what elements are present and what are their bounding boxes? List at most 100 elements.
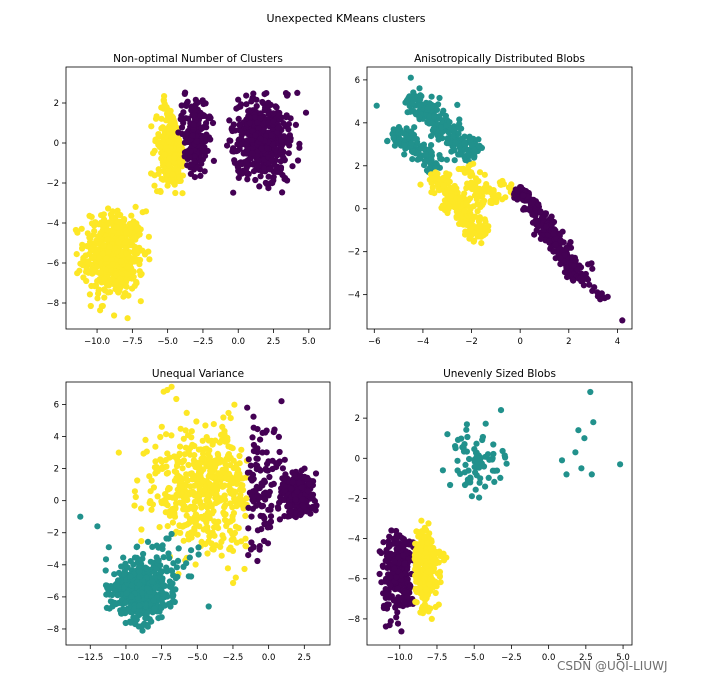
y-tick-label: −2: [46, 179, 59, 189]
scatter-point: [416, 114, 423, 121]
x-tick-label: 0.0: [231, 337, 245, 347]
scatter-point: [407, 582, 414, 589]
scatter-point: [291, 472, 298, 479]
scatter-point: [306, 481, 313, 488]
scatter-point: [407, 74, 414, 81]
scatter-panel-1: Non-optimal Number of Clusters−10.0 −7.5−…: [46, 53, 331, 347]
y-tick-label: −4: [347, 535, 360, 545]
scatter-point: [312, 507, 319, 514]
scatter-point: [416, 85, 423, 92]
scatter-point: [120, 554, 127, 561]
scatter-point: [473, 189, 480, 197]
scatter-point: [186, 554, 193, 561]
scatter-point: [124, 315, 131, 322]
scatter-point: [138, 505, 145, 512]
scatter-point: [414, 139, 421, 146]
scatter-point: [105, 544, 112, 551]
scatter-point: [184, 162, 191, 169]
scatter-point: [176, 499, 183, 506]
scatter-point: [432, 578, 439, 585]
scatter-point: [502, 194, 509, 201]
scatter-point: [267, 101, 274, 108]
scatter-point: [232, 574, 239, 581]
scatter-point: [152, 115, 160, 122]
scatter-point: [390, 135, 397, 142]
scatter-point: [101, 294, 108, 301]
scatter-point: [250, 168, 258, 175]
scatter-point: [137, 298, 144, 305]
scatter-point: [125, 292, 132, 299]
scatter-point: [140, 550, 147, 558]
scatter-point: [238, 131, 245, 139]
scatter-point: [114, 211, 121, 219]
scatter-point: [90, 267, 97, 274]
scatter-point: [123, 229, 130, 236]
scatter-point: [563, 471, 570, 478]
scatter-point: [285, 150, 292, 157]
scatter-point: [439, 467, 446, 474]
scatter-point: [164, 523, 171, 530]
scatter-point: [537, 235, 545, 242]
scatter-point: [230, 579, 237, 587]
scatter-point: [254, 426, 261, 433]
scatter-point: [218, 431, 225, 438]
csdn-watermark: CSDN @UQI-LIUWJ: [557, 659, 668, 673]
scatter-point: [464, 147, 471, 154]
y-tick-label: −6: [46, 259, 59, 269]
scatter-point: [204, 550, 211, 557]
scatter-point: [384, 137, 391, 144]
scatter-point: [550, 230, 557, 237]
scatter-point: [463, 421, 470, 428]
scatter-point: [412, 572, 419, 579]
scatter-point: [257, 173, 264, 180]
scatter-point: [220, 414, 227, 421]
scatter-point: [250, 448, 257, 455]
scatter-point: [269, 180, 276, 187]
scatter-point: [164, 450, 171, 457]
scatter-point: [259, 98, 266, 106]
scatter-point: [186, 153, 193, 160]
scatter-point: [118, 610, 125, 617]
scatter-point: [250, 498, 257, 505]
scatter-point: [254, 455, 261, 462]
x-tick-label: 4: [615, 337, 620, 347]
scatter-point: [387, 582, 394, 589]
scatter-point: [456, 120, 463, 127]
scatter-point: [617, 461, 624, 468]
scatter-point: [476, 228, 483, 235]
scatter-point: [163, 564, 170, 571]
scatter-point: [86, 291, 93, 298]
scatter-point: [425, 520, 432, 527]
scatter-point: [440, 182, 447, 189]
scatter-point: [485, 474, 492, 481]
scatter-point: [169, 505, 176, 513]
scatter-point: [159, 124, 166, 131]
scatter-point: [278, 398, 285, 405]
scatter-point: [238, 170, 245, 177]
scatter-point: [411, 555, 418, 563]
scatter-point: [180, 537, 187, 544]
scatter-point: [136, 568, 143, 575]
scatter-point: [131, 258, 138, 265]
scatter-point: [289, 163, 296, 170]
scatter-point: [230, 509, 237, 517]
scatter-point: [243, 159, 250, 166]
scatter-point: [80, 274, 87, 281]
scatter-point: [497, 474, 504, 481]
scatter-point: [436, 114, 443, 121]
scatter-point: [575, 427, 582, 434]
scatter-point: [168, 530, 175, 538]
scatter-point: [221, 482, 228, 489]
scatter-point: [409, 100, 416, 107]
scatter-point: [552, 241, 559, 248]
scatter-point: [161, 151, 168, 158]
x-tick-label: −4: [417, 337, 430, 347]
y-tick-label: −8: [347, 615, 360, 625]
scatter-point: [155, 557, 162, 564]
scatter-point: [133, 544, 140, 551]
scatter-point: [271, 161, 278, 168]
x-tick-label: −5.0: [187, 653, 208, 663]
scatter-point: [139, 247, 146, 254]
scatter-point: [443, 140, 450, 147]
scatter-point: [164, 386, 171, 394]
